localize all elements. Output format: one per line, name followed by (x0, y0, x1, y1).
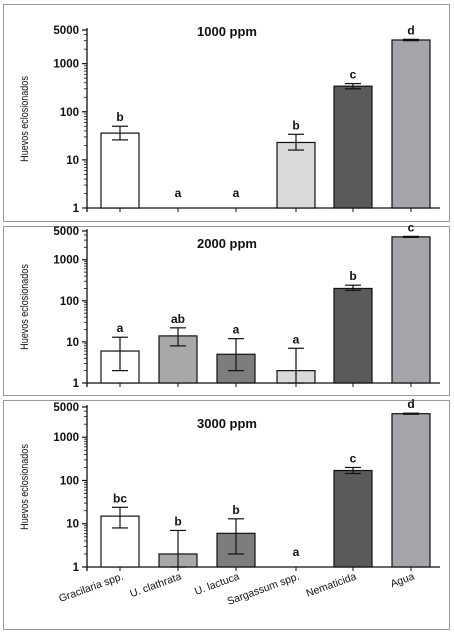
y-tick-label: 10 (66, 337, 79, 349)
y-tick-label: 1000 (53, 255, 79, 267)
significance-letter: b (174, 514, 181, 528)
panel-1000ppm (3, 4, 450, 222)
bar (333, 469, 373, 568)
significance-letter: b (116, 110, 123, 124)
significance-letter: b (349, 269, 356, 283)
significance-letter: ab (171, 312, 185, 326)
bar (391, 413, 431, 568)
significance-letter: c (408, 220, 415, 234)
bar (100, 132, 140, 209)
x-tick-label: U. clathrata (128, 570, 183, 600)
significance-letter: b (232, 503, 239, 517)
y-tick-label: 100 (60, 296, 79, 308)
significance-letter: a (175, 186, 182, 200)
significance-letter: bc (113, 491, 127, 505)
significance-letter: d (407, 397, 414, 411)
y-tick-label: 1 (73, 562, 80, 574)
bar (333, 287, 373, 384)
y-tick-label: 5000 (53, 25, 79, 37)
y-tick-label: 1 (73, 203, 80, 215)
bar (391, 236, 431, 384)
bar (276, 141, 316, 209)
y-tick-label: 5000 (53, 402, 79, 414)
y-tick-label: 5000 (53, 226, 79, 238)
x-tick-label: Nematicida (305, 570, 359, 599)
y-axis-label: Huevos eclosionados (19, 264, 31, 350)
y-tick-label: 100 (60, 475, 79, 487)
bar (391, 39, 431, 209)
chart-title: 2000 ppm (197, 236, 257, 251)
y-tick-label: 100 (60, 107, 79, 119)
y-axis-label: Huevos eclosionados (19, 444, 31, 530)
bar (333, 85, 373, 209)
chart-title: 3000 ppm (197, 416, 257, 431)
panel-3000ppm (3, 400, 450, 630)
y-tick-label: 1 (73, 378, 80, 390)
significance-letter: a (117, 321, 124, 335)
x-tick-label: Agua (389, 570, 416, 590)
significance-letter: a (233, 186, 240, 200)
significance-letter: b (292, 118, 299, 132)
y-axis-label: Huevos eclosionados (19, 76, 31, 162)
y-tick-label: 10 (66, 519, 79, 531)
significance-letter: a (233, 323, 240, 337)
y-tick-label: 1000 (53, 59, 79, 71)
significance-letter: a (293, 332, 300, 346)
significance-letter: d (407, 23, 414, 37)
chart-title: 1000 ppm (197, 24, 257, 39)
significance-letter: c (350, 68, 357, 82)
y-tick-label: 1000 (53, 432, 79, 444)
significance-letter: a (293, 545, 300, 559)
x-tick-label: Gracilaria spp. (57, 571, 125, 605)
y-tick-label: 10 (66, 155, 79, 167)
significance-letter: c (350, 451, 357, 465)
